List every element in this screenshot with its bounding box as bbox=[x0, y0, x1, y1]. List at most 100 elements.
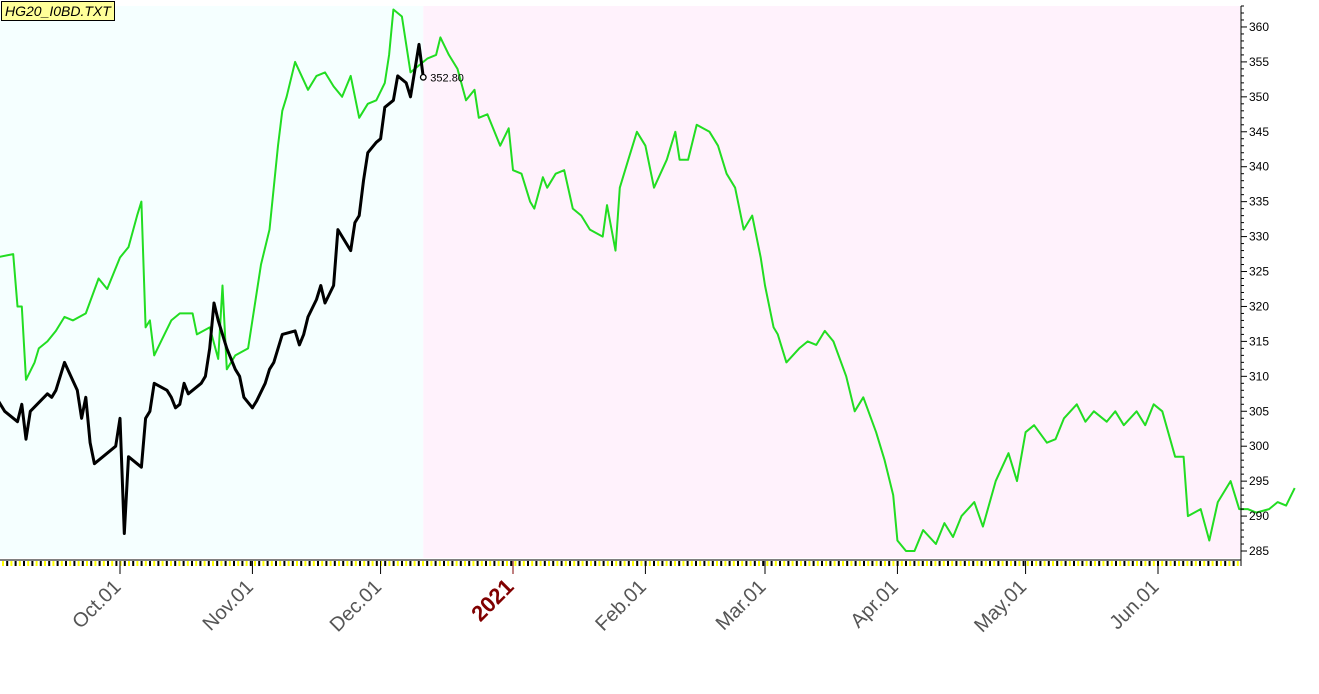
x-minor-tick bbox=[774, 561, 777, 566]
x-minor-tick bbox=[270, 561, 273, 566]
x-minor-tick bbox=[564, 561, 567, 566]
x-minor-tick bbox=[1106, 561, 1109, 566]
x-minor-tick bbox=[409, 561, 412, 566]
x-minor-tick bbox=[921, 561, 924, 566]
projection-region bbox=[423, 6, 1240, 558]
x-minor-tick bbox=[451, 561, 454, 566]
last-value-marker bbox=[419, 73, 427, 81]
x-minor-tick bbox=[947, 561, 949, 566]
x-minor-tick bbox=[695, 561, 697, 566]
x-minor-tick bbox=[682, 561, 685, 566]
x-minor-tick bbox=[573, 561, 576, 566]
x-minor-tick bbox=[476, 561, 479, 566]
x-minor-tick bbox=[111, 561, 114, 566]
x-minor-tick bbox=[10, 561, 13, 566]
x-minor-tick bbox=[69, 561, 72, 566]
x-minor-tick bbox=[1115, 561, 1117, 566]
x-tick-label: Oct.01 bbox=[68, 576, 125, 633]
x-minor-tick bbox=[1094, 561, 1096, 566]
x-minor-tick bbox=[543, 561, 546, 566]
x-minor-tick bbox=[27, 561, 30, 566]
x-minor-tick bbox=[1068, 561, 1071, 566]
x-minor-tick bbox=[430, 561, 433, 566]
x-minor-tick bbox=[468, 561, 471, 566]
x-minor-tick bbox=[266, 561, 269, 566]
x-minor-tick bbox=[884, 561, 886, 566]
y-tick-label: 295 bbox=[1249, 474, 1269, 488]
x-minor-tick bbox=[913, 561, 916, 566]
x-minor-tick bbox=[434, 561, 437, 566]
x-minor-tick bbox=[207, 561, 210, 566]
x-minor-tick bbox=[968, 561, 970, 566]
x-minor-tick bbox=[569, 561, 571, 566]
x-minor-tick bbox=[615, 561, 618, 566]
x-minor-tick bbox=[237, 561, 240, 566]
x-minor-tick bbox=[287, 561, 290, 566]
x-minor-tick bbox=[312, 561, 315, 566]
x-minor-tick bbox=[367, 561, 370, 566]
last-value-label: 352.80 bbox=[430, 72, 464, 84]
x-minor-tick bbox=[934, 561, 937, 566]
x-minor-tick bbox=[480, 561, 483, 566]
x-minor-tick bbox=[892, 561, 895, 566]
x-minor-tick bbox=[636, 561, 639, 566]
x-minor-tick bbox=[245, 561, 248, 566]
y-tick-label: 305 bbox=[1249, 404, 1269, 418]
x-minor-tick bbox=[56, 561, 59, 566]
x-minor-tick bbox=[291, 561, 294, 566]
x-minor-tick bbox=[48, 561, 51, 566]
x-minor-tick bbox=[627, 561, 630, 566]
x-minor-tick bbox=[304, 561, 307, 566]
x-minor-tick bbox=[1232, 561, 1235, 566]
x-minor-tick bbox=[283, 561, 286, 566]
x-tick-label: Apr.01 bbox=[847, 576, 903, 632]
x-minor-tick bbox=[1110, 561, 1113, 566]
x-minor-tick bbox=[14, 561, 17, 566]
x-minor-tick bbox=[1052, 561, 1054, 566]
x-minor-tick bbox=[779, 561, 781, 566]
x-minor-tick bbox=[77, 561, 80, 566]
y-tick-label: 335 bbox=[1249, 195, 1269, 209]
x-minor-tick bbox=[833, 561, 836, 566]
y-tick-label: 315 bbox=[1249, 334, 1269, 348]
chart-title: HG20_I0BD.TXT bbox=[1, 1, 115, 21]
x-minor-tick bbox=[598, 561, 601, 566]
x-minor-tick bbox=[732, 561, 735, 566]
x-minor-tick bbox=[165, 561, 168, 566]
x-minor-tick bbox=[602, 561, 605, 566]
x-minor-tick bbox=[669, 561, 672, 566]
x-minor-tick bbox=[1010, 561, 1012, 566]
x-minor-tick bbox=[791, 561, 794, 566]
x-minor-tick bbox=[94, 561, 97, 566]
x-minor-tick bbox=[1194, 561, 1197, 566]
x-minor-tick bbox=[728, 561, 731, 566]
x-minor-tick bbox=[396, 561, 399, 566]
x-minor-tick bbox=[216, 561, 219, 566]
x-minor-tick bbox=[989, 561, 991, 566]
x-minor-tick bbox=[1236, 561, 1239, 566]
x-minor-tick bbox=[518, 561, 521, 566]
x-minor-tick bbox=[686, 561, 689, 566]
x-minor-tick bbox=[2, 561, 4, 566]
x-minor-tick bbox=[716, 561, 718, 566]
x-minor-tick bbox=[296, 561, 298, 566]
x-minor-tick bbox=[258, 561, 261, 566]
x-minor-tick bbox=[745, 561, 748, 566]
x-minor-tick bbox=[560, 561, 563, 566]
x-minor-tick bbox=[1064, 561, 1067, 566]
x-minor-tick bbox=[44, 561, 46, 566]
x-minor-tick bbox=[522, 561, 525, 566]
x-minor-tick bbox=[661, 561, 664, 566]
x-minor-tick bbox=[1018, 561, 1021, 566]
x-minor-tick bbox=[384, 561, 387, 566]
x-minor-tick bbox=[963, 561, 966, 566]
x-minor-tick bbox=[1077, 561, 1080, 566]
x-minor-tick bbox=[1098, 561, 1101, 566]
x-minor-tick bbox=[203, 561, 206, 566]
x-minor-tick bbox=[174, 561, 177, 566]
x-minor-tick bbox=[52, 561, 55, 566]
x-minor-tick bbox=[1035, 561, 1038, 566]
x-minor-tick bbox=[153, 561, 156, 566]
x-minor-tick bbox=[1152, 561, 1155, 566]
x-minor-tick bbox=[800, 561, 802, 566]
